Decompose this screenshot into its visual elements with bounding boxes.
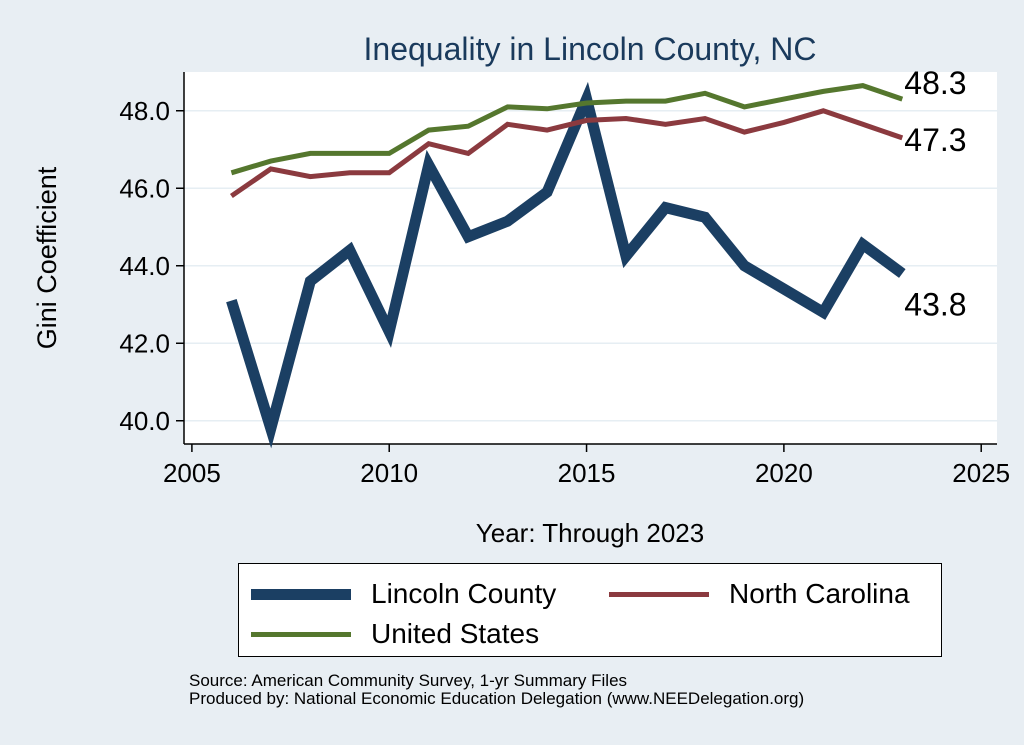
y-tick-label-44.0: 44.0 xyxy=(119,251,170,281)
end-labels: 43.8 47.3 48.3 xyxy=(904,65,966,322)
legend-swatch-lincoln-county xyxy=(251,588,351,600)
end-label-north-carolina: 47.3 xyxy=(904,122,966,158)
y-tick-label-46.0: 46.0 xyxy=(119,173,170,203)
legend-label-north-carolina: North Carolina xyxy=(729,578,910,609)
series-line-north-carolina xyxy=(229,108,904,199)
y-axis-title: Gini Coefficient xyxy=(32,166,62,349)
legend-label-lincoln-county: Lincoln County xyxy=(371,578,557,609)
series-line-united-states xyxy=(230,83,904,176)
series-line-lincoln-county xyxy=(226,81,906,449)
x-ticks: 2005 2010 2015 2020 2025 xyxy=(163,444,1010,488)
end-label-united-states: 48.3 xyxy=(904,65,966,101)
gridlines xyxy=(184,110,997,422)
x-tick-label-2020: 2020 xyxy=(755,458,813,488)
y-tick-label-42.0: 42.0 xyxy=(119,328,170,358)
y-tick-label-40.0: 40.0 xyxy=(119,406,170,436)
legend-label-united-states: United States xyxy=(371,618,540,649)
legend-swatch-north-carolina xyxy=(609,591,709,597)
produced-by-text: Produced by: National Economic Education… xyxy=(189,689,805,708)
y-tick-label-48.0: 48.0 xyxy=(119,96,170,126)
source-text: Source: American Community Survey, 1-yr … xyxy=(189,671,628,690)
legend-swatch-united-states xyxy=(251,631,351,637)
source-notes: Source: American Community Survey, 1-yr … xyxy=(189,672,804,708)
legend-item-lincoln-county: Lincoln County xyxy=(251,578,556,610)
legend: Lincoln County North Carolina United Sta… xyxy=(238,563,942,657)
y-ticks: 40.0 42.0 44.0 46.0 48.0 xyxy=(119,96,184,436)
x-tick-label-2015: 2015 xyxy=(558,458,616,488)
x-tick-label-2025: 2025 xyxy=(952,458,1010,488)
legend-item-united-states: United States xyxy=(251,618,539,650)
end-label-lincoln-county: 43.8 xyxy=(904,287,966,323)
legend-item-north-carolina: North Carolina xyxy=(609,578,910,610)
x-axis-title: Year: Through 2023 xyxy=(476,518,704,548)
x-tick-label-2005: 2005 xyxy=(163,458,221,488)
series-lines xyxy=(226,81,906,449)
chart-title: Inequality in Lincoln County, NC xyxy=(364,31,817,67)
x-tick-label-2010: 2010 xyxy=(360,458,418,488)
